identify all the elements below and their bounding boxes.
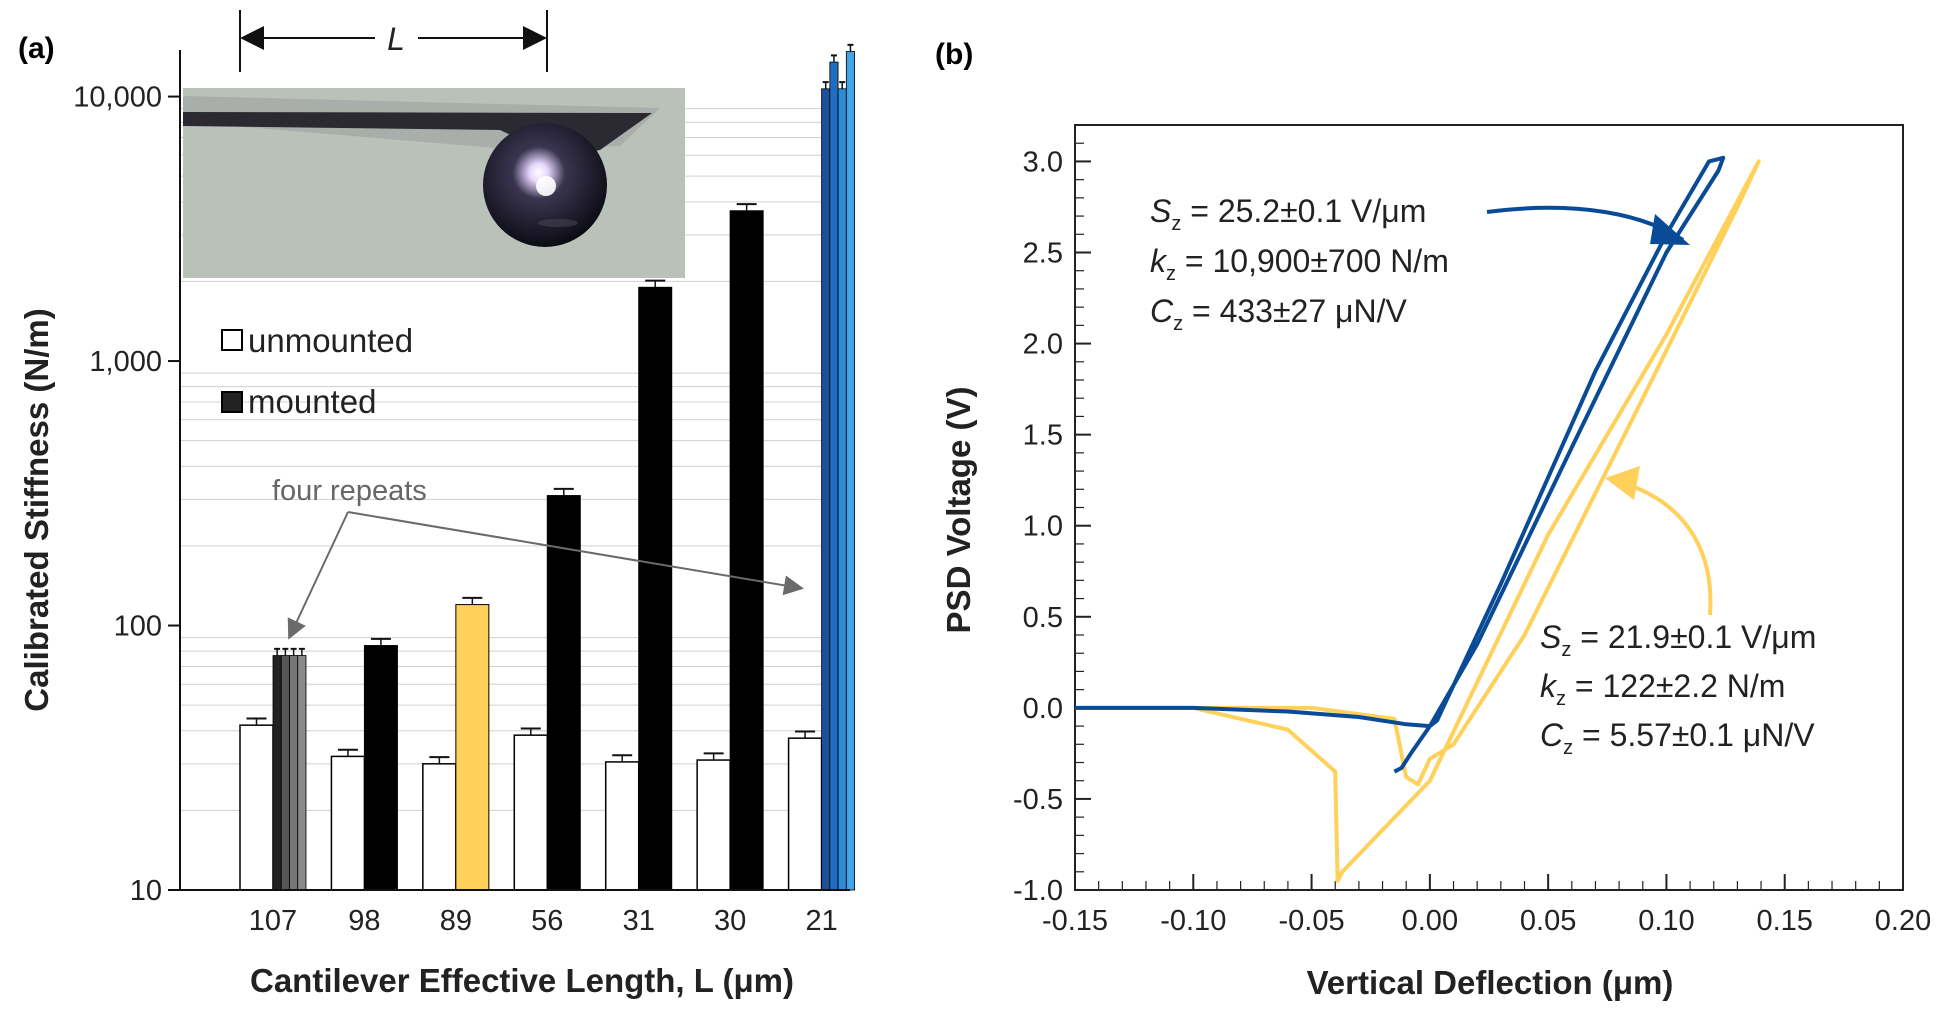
a-bar-unmounted: [330, 755, 366, 891]
a-xtick-label: 30: [714, 905, 746, 937]
b-ytick-label: 3.0: [1023, 146, 1063, 178]
a-xtick-label: 89: [440, 905, 472, 937]
legend-a: unmounted mounted: [203, 322, 703, 425]
a-x-ticks: 107 98 89 56 31 30 21: [249, 905, 838, 937]
b-ytick-label: 0.0: [1023, 693, 1063, 725]
b-xtick-label: 0.20: [1875, 905, 1931, 937]
b-ytick-label: 2.5: [1023, 238, 1063, 270]
a-bar-mounted: [638, 286, 673, 891]
a-xtick-label: 21: [805, 905, 837, 937]
yellow-annot-arrow: [1619, 480, 1713, 616]
a-bar-unmounted: [422, 763, 457, 891]
length-marker-label: L: [387, 21, 405, 57]
b-xtick-label: -0.15: [1042, 905, 1108, 937]
b-x-ticks: -0.15 -0.10 -0.05 0.00 0.05 0.10 0.15 0.20: [1042, 874, 1931, 937]
a-bar-mounted-repeat: [837, 88, 847, 891]
four-repeats-annotation: four repeats: [272, 475, 804, 640]
a-y-ticks: 10 100 1,000 10,000: [73, 82, 180, 907]
b-curve-blue: [1075, 155, 1726, 774]
a-ytick-label: 10: [130, 875, 162, 907]
a-y-axis-title: Calibrated Stiffness (N/m): [18, 308, 55, 711]
a-ytick-label: 1,000: [89, 346, 162, 378]
yellow-annot-line-3: Cz = 5.57±0.1 μN/V: [1540, 717, 1815, 759]
b-ytick-label: -1.0: [1013, 875, 1063, 907]
a-xtick-label: 56: [531, 905, 563, 937]
b-x-axis-title: Vertical Deflection (μm): [1307, 964, 1674, 1001]
blue-annot-line-3: Cz = 433±27 μN/V: [1150, 293, 1407, 335]
blue-annot-line-1: Sz = 25.2±0.1 V/μm: [1150, 193, 1426, 235]
a-bar-unmounted: [239, 724, 274, 891]
blue-annot-line-2: kz = 10,900±700 N/m: [1150, 243, 1449, 285]
a-xtick-label: 31: [623, 905, 655, 937]
panel-b-label: (b): [935, 38, 973, 71]
a-bar-mounted-repeat: [845, 51, 855, 891]
b-xtick-label: 0.05: [1520, 905, 1576, 937]
panel-b: (b) -1.0-0.50.00.51.01.52.02.53.0 -0.15-…: [935, 38, 1931, 1001]
yellow-annot-arrowhead: [1605, 466, 1640, 500]
legend-swatch-unmounted: [221, 329, 243, 351]
yellow-annot-line-1: Sz = 21.9±0.1 V/μm: [1540, 619, 1816, 661]
a-bar-mounted-repeat: [289, 655, 299, 891]
legend-label-mounted: mounted: [248, 383, 376, 420]
b-xtick-label: 0.15: [1756, 905, 1812, 937]
panel-a-label: (a): [18, 32, 55, 65]
blue-annot-arrowhead: [1650, 214, 1690, 245]
yellow-annot-line-2: kz = 122±2.2 N/m: [1540, 668, 1785, 710]
b-ytick-label: 1.0: [1023, 511, 1063, 543]
a-bar-mounted-repeat: [272, 655, 282, 891]
legend-label-unmounted: unmounted: [248, 322, 413, 359]
panel-a: (a) L unmounted mounted: [18, 10, 855, 999]
a-bar-unmounted: [787, 737, 823, 891]
a-ytick-label: 10,000: [73, 82, 162, 114]
b-ytick-label: 1.5: [1023, 420, 1063, 452]
a-bar-mounted: [363, 645, 398, 891]
a-bar-mounted-repeat: [821, 88, 831, 891]
b-xtick-label: -0.10: [1160, 905, 1226, 937]
b-xtick-label: -0.05: [1279, 905, 1345, 937]
cantilever-inset-image: [183, 88, 685, 278]
yellow-annotation: Sz = 21.9±0.1 V/μm kz = 122±2.2 N/m Cz =…: [1540, 466, 1816, 759]
a-bar-unmounted: [513, 734, 549, 891]
a-bar-mounted-repeat: [829, 61, 839, 891]
b-y-ticks: -1.0 -0.5 0.0 0.5 1.0 1.5 2.0 2.5 3.0: [1013, 146, 1091, 907]
blue-annotation: Sz = 25.2±0.1 V/μm kz = 10,900±700 N/m C…: [1150, 193, 1690, 335]
b-curves: [1075, 155, 1761, 883]
a-bars: [239, 43, 855, 891]
a-ytick-label: 100: [114, 611, 162, 643]
a-x-axis-title: Cantilever Effective Length, L (μm): [250, 962, 794, 999]
b-ytick-label: 2.0: [1023, 329, 1063, 361]
b-curve-yellow: [1075, 159, 1761, 883]
a-bar-mounted: [546, 495, 581, 891]
a-xtick-label: 98: [348, 905, 380, 937]
b-xtick-label: 0.00: [1402, 905, 1458, 937]
a-bar-mounted: [729, 210, 764, 891]
a-xtick-label: 107: [249, 905, 297, 937]
b-ytick-label: -0.5: [1013, 784, 1063, 816]
legend-swatch-mounted: [221, 391, 243, 413]
b-minor-ticks: [1074, 124, 1904, 891]
a-bar-unmounted: [696, 759, 731, 891]
a-bar-unmounted: [604, 761, 640, 891]
a-bar-mounted-repeat: [297, 655, 307, 891]
length-dimension-marker: L: [239, 10, 548, 72]
b-xtick-label: 0.10: [1638, 905, 1694, 937]
b-plot-frame: [1074, 124, 1904, 891]
four-repeats-label: four repeats: [272, 475, 427, 507]
b-ytick-label: 0.5: [1023, 602, 1063, 634]
b-y-axis-title: PSD Voltage (V): [940, 387, 977, 634]
a-bar-mounted-repeat: [280, 655, 290, 891]
a-bar-mounted: [455, 604, 490, 891]
